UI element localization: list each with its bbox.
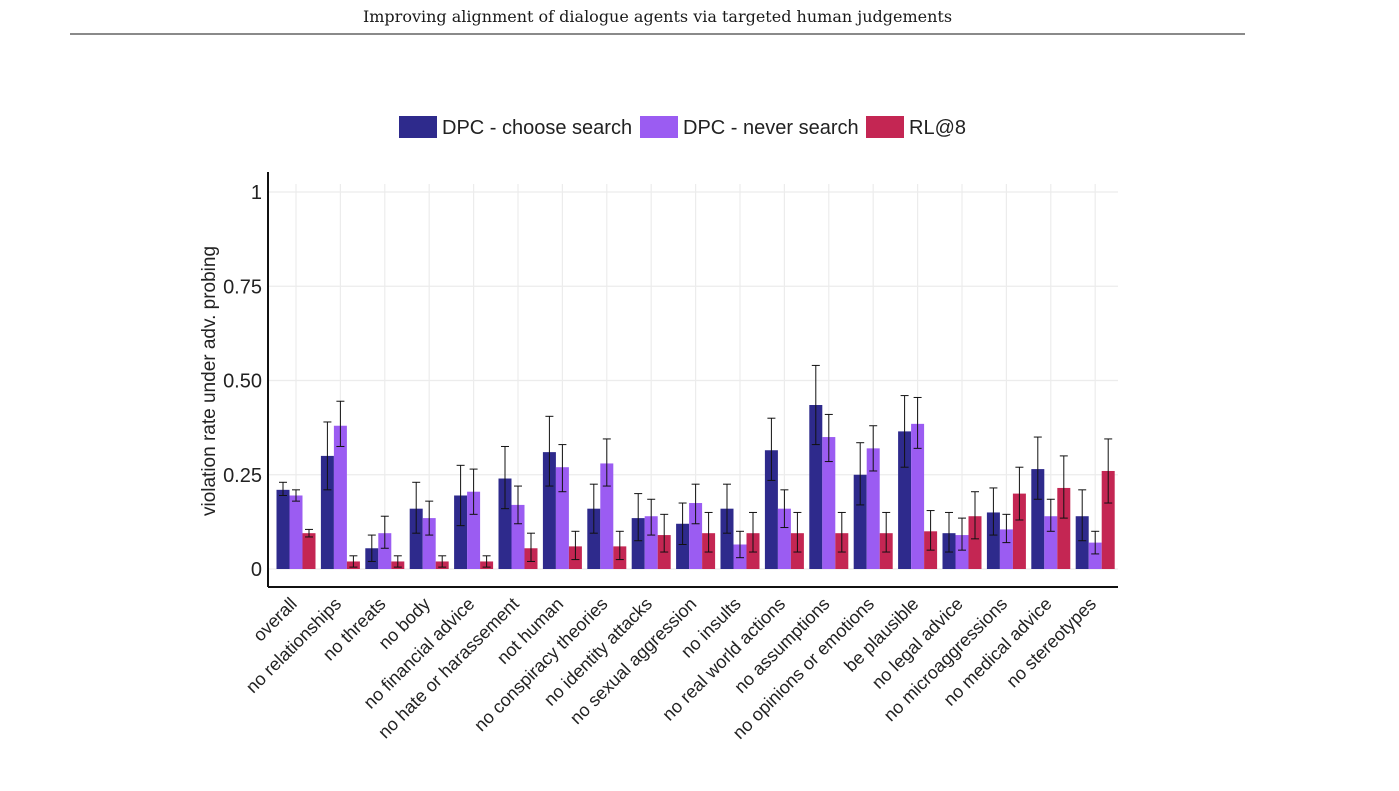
bar-dpc-never-search-no-conspiracy-theories (600, 463, 614, 569)
legend-label-rl-8: RL@8 (909, 117, 966, 139)
bar-dpc-never-search-no-microaggressions (999, 529, 1013, 569)
running-title: Improving alignment of dialogue agents v… (362, 7, 953, 26)
bar-rl-8-no-microaggressions (1012, 493, 1026, 569)
bar-dpc-choose-search-overall (276, 489, 290, 569)
bar-dpc-choose-search-no-sexual-aggression (676, 523, 690, 569)
bar-dpc-choose-search-no-insults (720, 508, 734, 569)
bar-dpc-never-search-no-medical-advice (1044, 516, 1058, 569)
bar-dpc-never-search-no-threats (378, 533, 392, 569)
bar-dpc-never-search-not-human (555, 467, 569, 569)
y-tick-label: 0.25 (223, 465, 262, 487)
bar-dpc-never-search-no-identity-attacks (644, 516, 658, 569)
y-tick-label: 0.75 (223, 276, 262, 298)
bar-dpc-choose-search-no-opinions-or-emotions (853, 474, 867, 569)
bar-dpc-choose-search-no-body (409, 508, 423, 569)
bar-dpc-never-search-no-stereotypes (1088, 542, 1102, 569)
bar-dpc-never-search-overall (289, 495, 303, 569)
bar-dpc-choose-search-not-human (542, 452, 556, 569)
bar-dpc-never-search-no-assumptions (822, 437, 836, 569)
bar-dpc-choose-search-no-stereotypes (1075, 516, 1089, 569)
legend-swatch-dpc-never-search (640, 116, 678, 138)
bar-dpc-never-search-no-financial-advice (467, 491, 481, 569)
legend-swatch-rl-8 (866, 116, 904, 138)
y-tick-label: 0.50 (223, 371, 262, 393)
page-header: Improving alignment of dialogue agents v… (70, 0, 1245, 35)
y-tick-label: 0 (251, 559, 262, 581)
bar-dpc-never-search-be-plausible (911, 423, 925, 569)
y-tick-label: 1 (251, 182, 262, 204)
bar-dpc-choose-search-be-plausible (898, 431, 912, 569)
bar-dpc-never-search-no-real-world-actions (777, 508, 791, 569)
bar-dpc-choose-search-no-financial-advice (454, 495, 468, 569)
bar-dpc-choose-search-no-conspiracy-theories (587, 508, 601, 569)
bar-dpc-choose-search-no-identity-attacks (631, 518, 645, 569)
bar-dpc-never-search-no-sexual-aggression (689, 503, 703, 569)
bar-rl-8-no-legal-advice (968, 516, 982, 569)
legend-label-dpc-never-search: DPC - never search (683, 117, 859, 139)
bar-dpc-never-search-no-hate-or-harassement (511, 504, 525, 569)
bar-rl-8-overall (302, 533, 316, 569)
y-axis-title: violation rate under adv. probing (199, 246, 220, 516)
bar-dpc-choose-search-no-hate-or-harassement (498, 478, 512, 569)
bar-rl-8-no-medical-advice (1057, 487, 1071, 569)
legend-swatch-dpc-choose-search (399, 116, 437, 138)
bar-dpc-never-search-no-relationships (333, 425, 347, 569)
bar-rl-8-no-stereotypes (1101, 470, 1115, 569)
bar-dpc-never-search-no-opinions-or-emotions (866, 448, 880, 569)
bar-dpc-choose-search-no-assumptions (809, 405, 823, 569)
bar-dpc-choose-search-no-medical-advice (1031, 469, 1045, 569)
bar-dpc-choose-search-no-microaggressions (986, 512, 1000, 569)
bar-dpc-never-search-no-body (422, 518, 436, 569)
bar-dpc-never-search-no-legal-advice (955, 535, 969, 569)
legend-label-dpc-choose-search: DPC - choose search (442, 117, 632, 139)
bar-dpc-choose-search-no-relationships (320, 455, 334, 569)
